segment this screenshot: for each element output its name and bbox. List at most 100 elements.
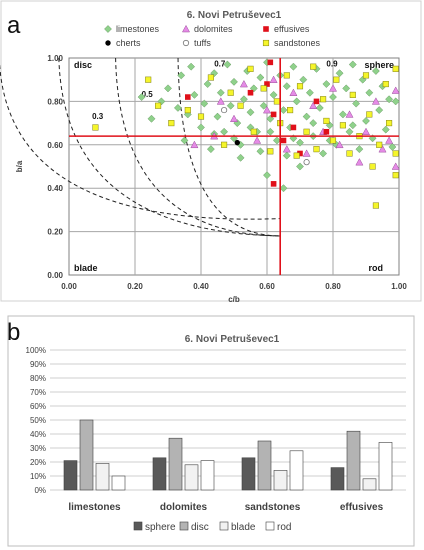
marker-effusives <box>263 26 269 32</box>
marker-effusives <box>290 124 297 131</box>
marker-sandstones <box>267 148 274 155</box>
x-axis-label: c/b <box>228 295 240 304</box>
marker-sandstones <box>247 65 254 72</box>
y-tick-label: 0.20 <box>47 228 63 237</box>
bar-rod <box>378 442 393 491</box>
bar-rod <box>200 460 215 491</box>
y-tick-label: 90% <box>30 360 46 369</box>
y-tick-label: 1.00 <box>47 54 63 63</box>
marker-sandstones <box>333 76 340 83</box>
bar-blade <box>362 478 377 491</box>
legend-label-disc: disc <box>191 522 209 533</box>
bar-blade <box>184 464 199 491</box>
marker-dolomites <box>253 136 262 144</box>
marker-sandstones <box>313 146 320 153</box>
marker-limestones <box>164 84 172 93</box>
marker-cherts <box>105 40 111 46</box>
marker-sandstones <box>273 98 280 105</box>
marker-limestones <box>319 149 328 158</box>
bar-plot-area: 0% 10% 20% 30% 40% 50% 60% 70% 80% 90% 100% limesto… <box>26 346 406 513</box>
marker-tuffs <box>182 39 190 47</box>
marker-dolomites <box>190 140 199 149</box>
y-tick-label: 0% <box>34 486 46 495</box>
bar-sphere <box>330 467 345 491</box>
marker-limestones <box>388 143 397 151</box>
marker-limestones <box>299 75 308 84</box>
marker-limestones <box>256 73 265 82</box>
marker-sandstones <box>382 80 389 88</box>
marker-limestones <box>279 106 288 115</box>
marker-limestones <box>200 99 209 108</box>
marker-sandstones <box>287 107 294 114</box>
curve-label: 0.7 <box>214 60 226 69</box>
x-tick-label: 0.60 <box>259 282 275 291</box>
marker-effusives <box>264 81 270 87</box>
isopleth-curve <box>58 57 281 237</box>
x-tick-label: 0.80 <box>325 282 341 291</box>
marker-dolomites <box>229 114 239 123</box>
marker-limestones <box>371 67 380 75</box>
marker-limestones <box>197 123 205 132</box>
marker-limestones <box>385 95 394 104</box>
marker-limestones <box>348 60 357 69</box>
isopleth-curve <box>115 57 281 237</box>
marker-sandstones <box>369 163 376 170</box>
marker-limestones <box>269 90 278 99</box>
scatter-plot-area: 0.00 0.20 0.40 0.60 0.80 1.00 0.00 0.20 0.40 0.60… <box>0 54 407 304</box>
marker-dolomites <box>309 101 318 109</box>
marker-sandstones <box>349 91 356 98</box>
legend-label-dolomites: dolomites <box>194 24 233 34</box>
panel-b: b 6. Novi Petruševec1 0% 10% 20% 30% 40% 50% 6… <box>7 315 415 547</box>
y-tick-label: 70% <box>30 388 46 397</box>
x-tick-label: 0.20 <box>127 282 143 291</box>
bar-disc <box>168 437 183 491</box>
bar-sphere <box>241 457 256 491</box>
marker-sandstones <box>250 128 257 135</box>
marker-sandstones <box>221 141 228 148</box>
marker-sandstones <box>329 137 337 144</box>
marker-effusives <box>185 94 191 100</box>
marker-limestones <box>315 103 324 112</box>
legend-label-rod: rod <box>277 522 291 533</box>
marker-limestones <box>230 77 238 86</box>
marker-limestones <box>173 103 182 112</box>
marker-dolomites <box>328 84 338 92</box>
marker-dolomites <box>289 88 298 96</box>
bar-sphere <box>63 460 78 491</box>
marker-sandstones <box>372 202 379 209</box>
marker-limestones <box>213 112 222 121</box>
marker-limestones <box>391 97 400 106</box>
zone-label-sphere: sphere <box>364 60 394 70</box>
marker-limestones <box>302 112 311 121</box>
marker-limestones <box>210 69 219 78</box>
marker-limestones <box>296 162 304 171</box>
marker-sandstones <box>310 63 317 70</box>
bar-rod <box>111 475 126 491</box>
marker-sandstones <box>260 85 267 92</box>
bar-disc <box>79 419 94 491</box>
marker-limestones <box>216 88 225 97</box>
marker-dolomites <box>216 97 225 105</box>
marker-limestones <box>263 171 271 180</box>
legend-swatch-rod <box>265 521 275 531</box>
legend-label-sphere: sphere <box>145 522 176 533</box>
legend-label-effusives: effusives <box>274 24 310 34</box>
marker-dolomites <box>345 110 354 118</box>
marker-sandstones <box>207 74 214 81</box>
legend-swatch-disc <box>179 521 189 531</box>
curve-label: 0.9 <box>326 60 338 69</box>
y-tick-label: 10% <box>30 472 46 481</box>
marker-effusives <box>280 137 287 144</box>
marker-limestones <box>329 93 337 102</box>
zone-label-blade: blade <box>74 263 98 273</box>
marker-cherts <box>234 139 240 146</box>
marker-limestones <box>355 145 364 154</box>
y-tick-label: 0.40 <box>47 184 63 193</box>
marker-limestones <box>246 108 255 117</box>
curve-label: 0.3 <box>92 112 104 121</box>
marker-dolomites <box>239 79 248 88</box>
y-tick-label: 0.60 <box>47 141 63 150</box>
marker-limestones <box>206 145 215 154</box>
y-tick-label: 0.00 <box>47 271 63 280</box>
marker-limestones <box>375 106 384 115</box>
